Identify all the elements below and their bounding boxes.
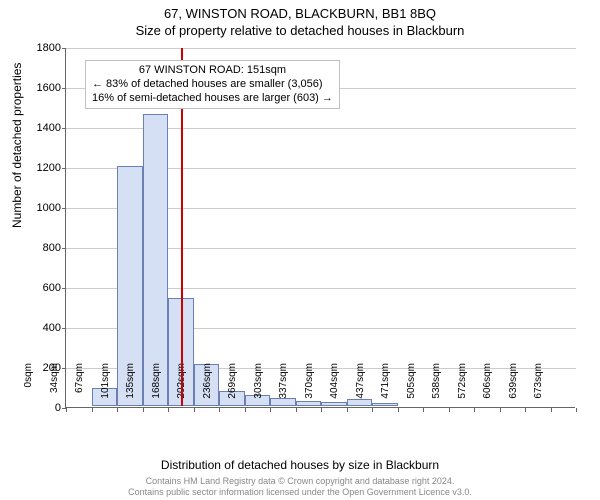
y-tick-label: 800 (26, 242, 61, 254)
x-tick-label: 538sqm (431, 363, 442, 413)
x-tick-mark (474, 408, 475, 412)
x-tick-label: 606sqm (482, 363, 493, 413)
footer-line-1: Contains HM Land Registry data © Crown c… (146, 476, 455, 486)
y-tick-label: 1200 (26, 162, 61, 174)
histogram-chart: 0200400600800100012001400160018000sqm34s… (65, 48, 575, 408)
x-tick-label: 673sqm (533, 363, 544, 413)
y-tick-mark (62, 288, 66, 289)
y-tick-label: 600 (26, 282, 61, 294)
x-tick-mark (321, 408, 322, 412)
y-tick-mark (62, 128, 66, 129)
x-tick-mark (143, 408, 144, 412)
annotation-box: 67 WINSTON ROAD: 151sqm← 83% of detached… (85, 60, 340, 109)
x-tick-label: 404sqm (329, 363, 340, 413)
page-title-1: 67, WINSTON ROAD, BLACKBURN, BB1 8BQ (0, 0, 600, 21)
y-tick-label: 1400 (26, 122, 61, 134)
y-axis-label: Number of detached properties (10, 63, 24, 228)
x-tick-label: 471sqm (380, 363, 391, 413)
y-tick-label: 1600 (26, 82, 61, 94)
y-tick-label: 400 (26, 322, 61, 334)
x-tick-label: 101sqm (100, 363, 111, 413)
x-tick-label: 337sqm (278, 363, 289, 413)
x-tick-mark (194, 408, 195, 412)
footer-line-2: Contains public sector information licen… (128, 487, 472, 497)
x-tick-mark (296, 408, 297, 412)
x-tick-label: 0sqm (23, 363, 34, 413)
x-tick-label: 34sqm (49, 363, 60, 413)
x-tick-mark (423, 408, 424, 412)
x-tick-label: 67sqm (74, 363, 85, 413)
y-tick-mark (62, 208, 66, 209)
x-tick-label: 269sqm (227, 363, 238, 413)
footer-attribution: Contains HM Land Registry data © Crown c… (0, 476, 600, 498)
x-tick-mark (372, 408, 373, 412)
x-tick-label: 303sqm (253, 363, 264, 413)
x-tick-label: 135sqm (125, 363, 136, 413)
gridline (66, 48, 576, 49)
x-tick-label: 572sqm (457, 363, 468, 413)
x-tick-label: 437sqm (355, 363, 366, 413)
x-tick-mark (92, 408, 93, 412)
x-tick-mark (66, 408, 67, 412)
x-tick-mark (219, 408, 220, 412)
y-tick-label: 1800 (26, 42, 61, 54)
x-tick-mark (270, 408, 271, 412)
annotation-line: 67 WINSTON ROAD: 151sqm (92, 64, 333, 78)
y-tick-mark (62, 168, 66, 169)
x-tick-mark (525, 408, 526, 412)
page-title-2: Size of property relative to detached ho… (0, 21, 600, 38)
y-tick-mark (62, 248, 66, 249)
x-tick-mark (551, 408, 552, 412)
y-tick-mark (62, 328, 66, 329)
x-tick-mark (245, 408, 246, 412)
x-tick-label: 168sqm (151, 363, 162, 413)
y-tick-mark (62, 48, 66, 49)
x-tick-label: 370sqm (304, 363, 315, 413)
x-tick-mark (449, 408, 450, 412)
x-tick-mark (117, 408, 118, 412)
annotation-line: 16% of semi-detached houses are larger (… (92, 92, 333, 106)
x-tick-label: 236sqm (202, 363, 213, 413)
annotation-line: ← 83% of detached houses are smaller (3,… (92, 78, 333, 92)
x-tick-mark (500, 408, 501, 412)
x-tick-label: 505sqm (406, 363, 417, 413)
x-tick-mark (398, 408, 399, 412)
y-tick-label: 1000 (26, 202, 61, 214)
y-tick-mark (62, 368, 66, 369)
x-tick-mark (168, 408, 169, 412)
x-tick-label: 639sqm (508, 363, 519, 413)
y-tick-mark (62, 88, 66, 89)
x-axis-label: Distribution of detached houses by size … (0, 458, 600, 472)
x-tick-mark (576, 408, 577, 412)
x-tick-mark (347, 408, 348, 412)
